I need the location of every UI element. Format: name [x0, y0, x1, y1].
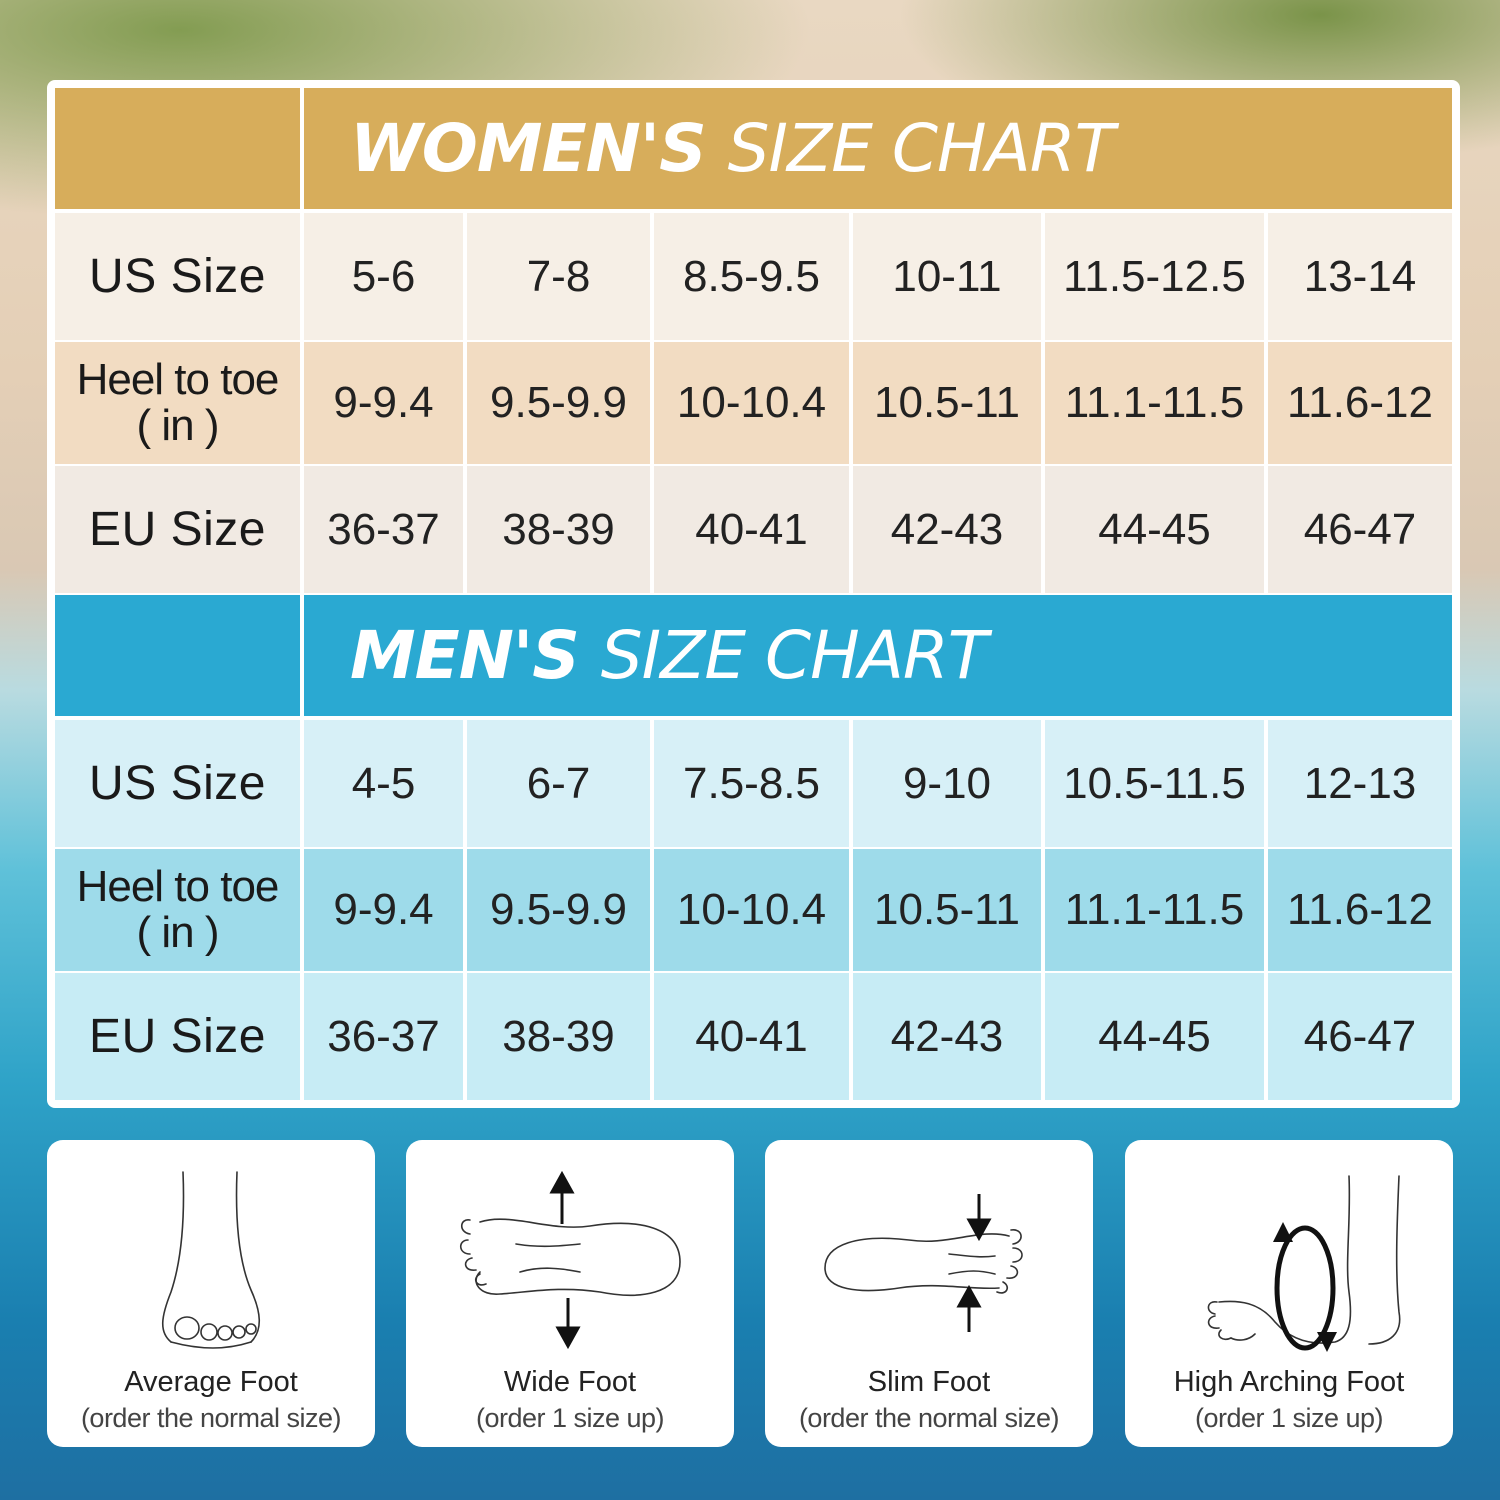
foot-type-card-wide: Wide Foot (order 1 size up)	[406, 1140, 734, 1447]
heel-to-toe-text: Heel to toe	[76, 862, 280, 911]
womens-header-corner	[55, 88, 300, 209]
foot-type-title: Average Foot	[124, 1366, 298, 1398]
foot-type-title: High Arching Foot	[1173, 1366, 1405, 1398]
womens-us-size-cell: 11.5-12.5	[1045, 213, 1264, 340]
foot-type-note: (order 1 size up)	[475, 1403, 665, 1433]
womens-eu-size-cell: 42-43	[853, 466, 1041, 593]
womens-us-size-cell: 5-6	[304, 213, 463, 340]
mens-title-light: SIZE CHART	[600, 617, 988, 694]
mens-us-size-label: US Size	[55, 720, 300, 847]
average-foot-icon	[161, 1171, 261, 1349]
womens-us-size-cell: 7-8	[467, 213, 650, 340]
mens-heel-to-toe-cell: 11.6-12	[1268, 849, 1452, 971]
foot-type-cards: Average Foot (order the normal size) Wid…	[47, 1140, 1454, 1447]
foot-type-card-slim: Slim Foot (order the normal size)	[765, 1140, 1093, 1447]
mens-chart-title: MEN'S SIZE CHART	[304, 595, 1452, 716]
mens-heel-to-toe-cell: 9-9.4	[304, 849, 463, 971]
mens-eu-size-cell: 46-47	[1268, 973, 1452, 1100]
womens-heel-to-toe-cell: 10.5-11	[853, 342, 1041, 464]
foot-type-card-average: Average Foot (order the normal size)	[47, 1140, 375, 1447]
womens-us-size-cell: 10-11	[853, 213, 1041, 340]
womens-heel-to-toe-cell: 11.1-11.5	[1045, 342, 1264, 464]
mens-us-size-cell: 6-7	[467, 720, 650, 847]
mens-us-size-cell: 9-10	[853, 720, 1041, 847]
mens-eu-size-cell: 40-41	[654, 973, 849, 1100]
wide-foot-icon	[459, 1170, 681, 1350]
high-arch-foot-icon	[1207, 1175, 1401, 1352]
foot-type-note: (order the normal size)	[798, 1403, 1060, 1433]
womens-chart-title: WOMEN'S SIZE CHART	[304, 88, 1452, 209]
foot-type-title: Wide Foot	[503, 1366, 637, 1398]
mens-heel-to-toe-cell: 10.5-11	[853, 849, 1041, 971]
mens-eu-size-cell: 42-43	[853, 973, 1041, 1100]
inch-unit-text: ( in )	[136, 908, 220, 957]
mens-us-size-cell: 4-5	[304, 720, 463, 847]
mens-us-size-cell: 12-13	[1268, 720, 1452, 847]
womens-eu-size-cell: 36-37	[304, 466, 463, 593]
womens-heel-to-toe-cell: 10-10.4	[654, 342, 849, 464]
womens-eu-size-cell: 44-45	[1045, 466, 1264, 593]
womens-title-light: SIZE CHART	[727, 110, 1115, 187]
womens-heel-to-toe-cell: 9.5-9.9	[467, 342, 650, 464]
womens-eu-size-cell: 38-39	[467, 466, 650, 593]
womens-heel-to-toe-cell: 11.6-12	[1268, 342, 1452, 464]
foot-type-note: (order 1 size up)	[1194, 1403, 1384, 1433]
mens-heel-to-toe-cell: 9.5-9.9	[467, 849, 650, 971]
womens-eu-size-label: EU Size	[55, 466, 300, 593]
womens-heel-to-toe-label: Heel to toe ( in )	[55, 342, 300, 464]
foot-type-note: (order the normal size)	[80, 1403, 342, 1433]
heel-to-toe-text: Heel to toe	[76, 355, 280, 404]
size-chart-board: WOMEN'S SIZE CHART US Size 5-6 7-8 8.5-9…	[47, 80, 1460, 1108]
mens-size-chart: MEN'S SIZE CHART US Size 4-5 6-7 7.5-8.5…	[55, 595, 1452, 1100]
mens-heel-to-toe-cell: 11.1-11.5	[1045, 849, 1264, 971]
inch-unit-text: ( in )	[136, 401, 220, 450]
womens-us-size-cell: 13-14	[1268, 213, 1452, 340]
womens-size-chart: WOMEN'S SIZE CHART US Size 5-6 7-8 8.5-9…	[55, 88, 1452, 593]
mens-eu-size-cell: 44-45	[1045, 973, 1264, 1100]
mens-title-bold: MEN'S	[350, 617, 580, 694]
mens-eu-size-cell: 38-39	[467, 973, 650, 1100]
foot-type-title: Slim Foot	[867, 1366, 991, 1398]
foot-type-card-high-arch: High Arching Foot (order 1 size up)	[1125, 1140, 1453, 1447]
womens-us-size-label: US Size	[55, 213, 300, 340]
mens-us-size-cell: 7.5-8.5	[654, 720, 849, 847]
womens-heel-to-toe-cell: 9-9.4	[304, 342, 463, 464]
womens-title-bold: WOMEN'S	[350, 110, 707, 187]
mens-header-corner	[55, 595, 300, 716]
mens-us-size-cell: 10.5-11.5	[1045, 720, 1264, 847]
womens-us-size-cell: 8.5-9.5	[654, 213, 849, 340]
slim-foot-icon	[824, 1194, 1023, 1332]
womens-eu-size-cell: 46-47	[1268, 466, 1452, 593]
womens-eu-size-cell: 40-41	[654, 466, 849, 593]
mens-eu-size-cell: 36-37	[304, 973, 463, 1100]
mens-heel-to-toe-label: Heel to toe ( in )	[55, 849, 300, 971]
mens-heel-to-toe-cell: 10-10.4	[654, 849, 849, 971]
mens-eu-size-label: EU Size	[55, 973, 300, 1100]
